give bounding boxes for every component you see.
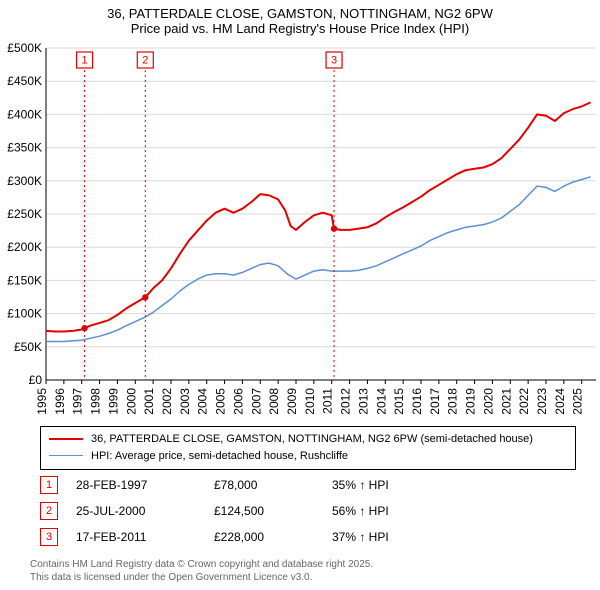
svg-text:2021: 2021 xyxy=(499,388,513,415)
svg-text:2012: 2012 xyxy=(339,388,353,415)
svg-text:£400K: £400K xyxy=(7,107,42,121)
svg-text:2002: 2002 xyxy=(160,388,174,415)
svg-text:1: 1 xyxy=(82,54,88,66)
svg-text:2013: 2013 xyxy=(356,388,370,415)
footer-line1: Contains HM Land Registry data © Crown c… xyxy=(30,559,590,572)
chart-area: £0 £50K £100K £150K £200K £250K £300K £350K £400… xyxy=(0,42,600,420)
chart-title-line1: 36, PATTERDALE CLOSE, GAMSTON, NOTTINGHA… xyxy=(8,6,592,21)
sale-date: 17-FEB-2011 xyxy=(76,530,196,544)
legend-swatch xyxy=(49,455,83,456)
sale-marker-icon: 2 xyxy=(40,502,58,520)
svg-text:2005: 2005 xyxy=(214,388,228,415)
sale-price: £78,000 xyxy=(214,478,314,492)
svg-text:£300K: £300K xyxy=(7,174,42,188)
legend: 36, PATTERDALE CLOSE, GAMSTON, NOTTINGHA… xyxy=(40,426,576,470)
svg-text:2025: 2025 xyxy=(571,388,585,415)
footer-attribution: Contains HM Land Registry data © Crown c… xyxy=(30,559,590,584)
svg-text:2014: 2014 xyxy=(374,388,388,415)
svg-text:2011: 2011 xyxy=(321,388,335,414)
svg-text:2003: 2003 xyxy=(178,388,192,415)
line-chart-svg: £0 £50K £100K £150K £200K £250K £300K £350K £400… xyxy=(0,42,600,420)
legend-row: HPI: Average price, semi-detached house,… xyxy=(49,448,567,465)
sale-marker-icon: 1 xyxy=(40,476,58,494)
svg-text:2016: 2016 xyxy=(410,388,424,415)
svg-text:£500K: £500K xyxy=(7,42,42,55)
sale-hpi-delta: 35% ↑ HPI xyxy=(332,478,452,492)
svg-text:2022: 2022 xyxy=(517,388,531,415)
chart-title-block: 36, PATTERDALE CLOSE, GAMSTON, NOTTINGHA… xyxy=(0,0,600,40)
chart-title-line2: Price paid vs. HM Land Registry's House … xyxy=(8,21,592,36)
svg-text:2000: 2000 xyxy=(124,388,138,415)
sale-price: £124,500 xyxy=(214,504,314,518)
svg-text:£100K: £100K xyxy=(7,307,42,321)
svg-text:3: 3 xyxy=(331,54,337,66)
svg-text:2018: 2018 xyxy=(446,388,460,415)
svg-text:2007: 2007 xyxy=(249,388,263,415)
svg-text:£50K: £50K xyxy=(14,340,42,354)
svg-text:2023: 2023 xyxy=(535,388,549,415)
table-row: 2 25-JUL-2000 £124,500 56% ↑ HPI xyxy=(40,498,576,524)
sale-hpi-delta: 37% ↑ HPI xyxy=(332,530,452,544)
sale-marker-icon: 3 xyxy=(40,528,58,546)
svg-text:£450K: £450K xyxy=(7,74,42,88)
svg-text:1996: 1996 xyxy=(53,388,67,415)
svg-text:1995: 1995 xyxy=(35,388,49,415)
svg-text:£0: £0 xyxy=(29,373,43,387)
svg-text:£200K: £200K xyxy=(7,240,42,254)
table-row: 3 17-FEB-2011 £228,000 37% ↑ HPI xyxy=(40,524,576,550)
svg-text:£350K: £350K xyxy=(7,141,42,155)
svg-text:2017: 2017 xyxy=(428,388,442,415)
transactions-table: 1 28-FEB-1997 £78,000 35% ↑ HPI 2 25-JUL… xyxy=(40,472,576,550)
sale-price: £228,000 xyxy=(214,530,314,544)
svg-text:2006: 2006 xyxy=(231,388,245,415)
svg-text:2: 2 xyxy=(142,54,148,66)
legend-label: HPI: Average price, semi-detached house,… xyxy=(91,448,348,465)
legend-label: 36, PATTERDALE CLOSE, GAMSTON, NOTTINGHA… xyxy=(91,431,533,448)
svg-text:2010: 2010 xyxy=(303,388,317,415)
svg-text:1997: 1997 xyxy=(71,388,85,415)
sale-date: 25-JUL-2000 xyxy=(76,504,196,518)
svg-text:2020: 2020 xyxy=(481,388,495,415)
svg-text:1999: 1999 xyxy=(106,388,120,415)
table-row: 1 28-FEB-1997 £78,000 35% ↑ HPI xyxy=(40,472,576,498)
legend-row: 36, PATTERDALE CLOSE, GAMSTON, NOTTINGHA… xyxy=(49,431,567,448)
legend-swatch xyxy=(49,438,83,440)
svg-text:2024: 2024 xyxy=(553,388,567,415)
svg-text:2004: 2004 xyxy=(196,388,210,415)
svg-text:1998: 1998 xyxy=(89,388,103,415)
footer-line2: This data is licensed under the Open Gov… xyxy=(30,572,590,585)
svg-text:2009: 2009 xyxy=(285,388,299,415)
sale-date: 28-FEB-1997 xyxy=(76,478,196,492)
sale-hpi-delta: 56% ↑ HPI xyxy=(332,504,452,518)
svg-text:£250K: £250K xyxy=(7,207,42,221)
svg-text:2008: 2008 xyxy=(267,388,281,415)
svg-text:£150K: £150K xyxy=(7,273,42,287)
svg-text:2019: 2019 xyxy=(464,388,478,415)
svg-text:2001: 2001 xyxy=(142,388,156,415)
svg-text:2015: 2015 xyxy=(392,388,406,415)
